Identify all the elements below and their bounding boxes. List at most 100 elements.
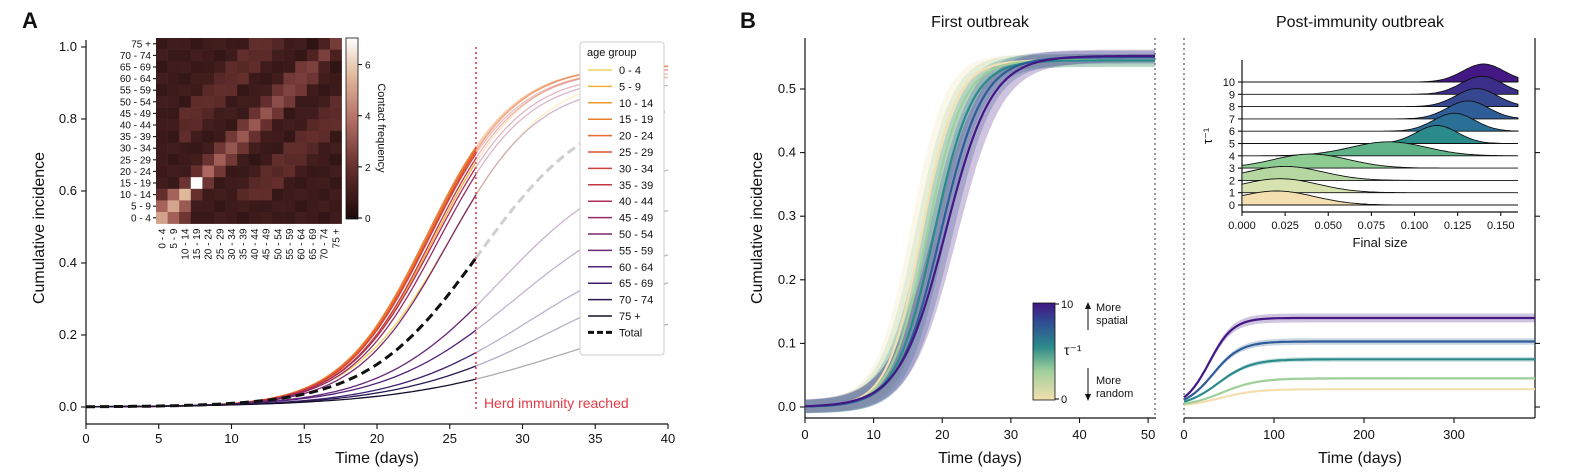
br-band [1184,376,1535,404]
heatmap-cell [202,165,215,178]
a-xtick-label: 20 [370,431,384,446]
heatmap-cell [156,49,168,62]
heatmap-cell [225,84,238,97]
heatmap-cell [295,212,308,224]
heatmap-cell [167,84,180,97]
legend-label: 60 - 64 [619,262,653,274]
panel-a-xlabel: Time (days) [335,450,419,467]
legend-label: 40 - 44 [619,196,653,208]
ridge-xtick-label: 0.000 [1228,220,1256,232]
heatmap-cell [260,96,273,108]
heatmap-cell [306,130,319,143]
heatmap-cell [179,154,192,166]
heatmap-cell [214,49,226,62]
legend-label: 55 - 59 [619,245,653,257]
legend-label: 10 - 14 [619,98,653,110]
heatmap-cell [295,188,308,201]
heatmap-cell [225,154,238,166]
heatmap-cell [330,119,342,132]
br-series [1183,340,1535,401]
heatmap-cell [283,84,296,97]
ridge-xtick-label: 0.050 [1314,220,1342,232]
heatmap-cell [260,188,273,201]
heatmap-cell [318,165,331,178]
heatmap-cell [330,84,342,97]
heatmap-ylabel: 10 - 14 [120,190,152,201]
heatmap-cell [248,72,261,85]
heatmap-cell [179,61,192,74]
heatmap-cell [283,154,296,166]
heatmap-cell [237,49,250,62]
heatmap-cell [214,177,226,190]
heatmap-cell [248,142,261,155]
a-xtick-label: 5 [155,431,162,446]
heatmap-cell [167,154,180,166]
heatmap-cell [156,142,168,155]
heatmap-cell [190,165,203,178]
heatmap-ylabel: 50 - 54 [120,97,152,108]
ridge-ytick-label: 4 [1229,151,1235,163]
heatmap-cell [179,96,192,108]
heatmap-cell [283,96,296,108]
heatmap-cell [318,188,331,201]
heatmap-cell [214,61,226,74]
heatmap-cell [225,130,238,143]
ridge-xtick-label: 0.025 [1271,220,1299,232]
heatmap-cell [283,107,296,120]
heatmap-cell [237,38,250,50]
heatmap-cell [272,119,284,132]
ridge-9 [1242,75,1519,95]
heatmap-cell [237,107,250,120]
bl-ytick-label: 0.2 [778,272,796,287]
heatmap-cell [225,200,238,213]
heatmap-cell [260,38,273,50]
legend-label: 75 + [619,311,641,323]
ridge-ytick-label: 8 [1229,102,1235,114]
br-xtick-label: 0 [1180,427,1187,442]
heatmap-cell [283,38,296,50]
a-xtick-label: 40 [661,431,675,446]
heatmap-xlabel: 75 + [331,228,342,248]
heatmap-cell [156,177,168,190]
panel-b-left: 0 10 20 30 40 50 0.0 0.1 0.2 0.3 0.4 0.5 Time (day… [749,38,1156,467]
heatmap-cell [318,212,331,224]
heatmap-xlabel: 55 - 59 [285,228,296,260]
heatmap-cell [167,49,180,62]
heatmap-cell [248,84,261,97]
a-xtick-label: 30 [515,431,529,446]
heatmap-cell [318,38,331,50]
heatmap-cell [214,119,226,132]
heatmap-ylabel: 65 - 69 [120,63,152,74]
heatmap-cell [202,38,215,50]
heatmap-cell [225,49,238,62]
heatmap-cell [260,107,273,120]
heatmap-cell [283,72,296,85]
ridge-2 [1241,165,1518,181]
heatmap-cell [330,165,342,178]
heatmap-cell [330,72,342,85]
legend-label: 50 - 54 [619,229,653,241]
a-series-55-59 [86,305,477,408]
panel-b-ylabel: Cumulative incidence [749,152,766,304]
heatmap-ylabel: 40 - 44 [120,121,152,132]
a-series-0-4 [86,195,477,408]
heatmap-cell [260,200,273,213]
heatmap-cell [190,188,203,201]
heatmap-cell [283,188,296,201]
a-xtick-label: 15 [297,431,311,446]
heatmap-cell [179,142,192,155]
heatmap-cell [318,84,331,97]
colorbar-label: Contact frequency [375,83,387,173]
heatmap-cell [225,96,238,108]
panel-label-a: A [22,8,38,33]
a-ytick-label: 0.4 [59,255,77,270]
heatmap-cell [225,119,238,132]
heatmap-cell [295,119,308,132]
heatmap-cell [167,107,180,120]
heatmap-cell [225,212,238,224]
heatmap-cell [260,61,273,74]
inset-ylabel: τ⁻¹ [1200,127,1215,144]
tau-colorbar: 10 0 τ⁻¹ More spatial More random [1032,299,1133,406]
